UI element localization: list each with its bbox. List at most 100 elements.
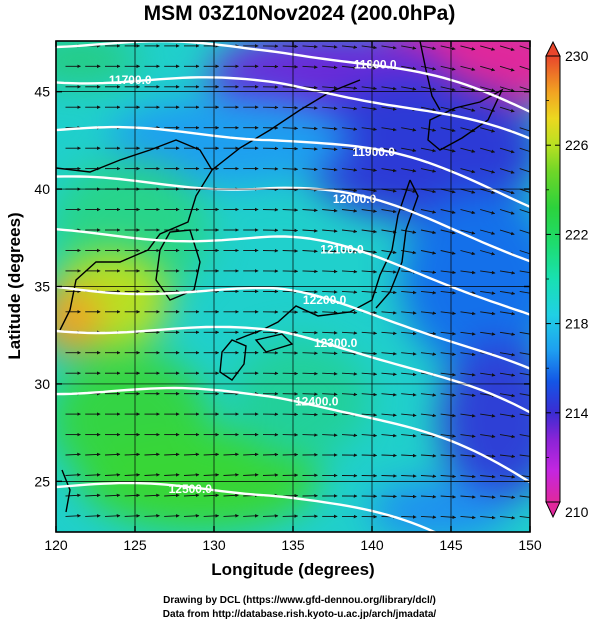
wind-arrow xyxy=(499,413,516,418)
wind-arrow xyxy=(322,290,338,294)
wind-arrow xyxy=(85,452,101,457)
wind-arrow xyxy=(104,493,121,498)
y-tick-label: 35 xyxy=(34,279,50,295)
wind-arrow xyxy=(361,127,377,132)
wind-arrow xyxy=(401,147,417,153)
wind-arrow xyxy=(341,229,358,234)
wind-arrow xyxy=(223,493,239,498)
wind-arrow xyxy=(164,493,180,498)
korea-coastline xyxy=(155,229,201,301)
wind-arrow xyxy=(381,290,397,295)
wind-arrow xyxy=(460,515,476,520)
contour-label: 11900.0 xyxy=(352,145,395,159)
wind-arrow xyxy=(401,65,417,71)
wind-arrow xyxy=(322,229,338,233)
wind-arrow xyxy=(322,351,338,356)
colorbar-tick-label: 218 xyxy=(565,316,589,332)
wind-arrow xyxy=(203,452,220,457)
wind-arrow xyxy=(341,331,358,335)
wind-arrow xyxy=(401,290,417,295)
wind-arrow xyxy=(460,229,476,235)
wind-arrow xyxy=(302,249,318,254)
y-tick-label: 45 xyxy=(34,84,50,100)
wind-arrow xyxy=(401,311,417,315)
wind-arrow xyxy=(499,65,515,72)
wind-arrow xyxy=(401,474,417,478)
wind-arrow xyxy=(499,475,516,479)
wind-arrow xyxy=(480,311,496,316)
wind-arrow xyxy=(322,126,338,131)
wind-arrow xyxy=(440,311,456,316)
wind-arrow xyxy=(164,452,180,457)
wind-arrow xyxy=(420,106,437,112)
wind-arrow xyxy=(282,105,299,110)
wind-arrow xyxy=(381,188,397,193)
wind-arrow xyxy=(460,454,476,458)
wind-arrow xyxy=(480,290,496,295)
wind-arrow xyxy=(401,453,417,458)
wind-arrow xyxy=(420,229,437,235)
wind-arrow xyxy=(341,147,358,152)
wind-arrow xyxy=(322,249,338,254)
colorbar-ticks: 230 226 222 218 214 210 xyxy=(546,48,589,520)
wind-arrow xyxy=(401,372,417,377)
wind-arrow xyxy=(499,106,515,113)
wind-arrow xyxy=(322,371,338,376)
wind-arrow xyxy=(223,514,239,518)
wind-arrow xyxy=(302,44,318,49)
wind-arrow xyxy=(361,65,377,70)
wind-arrow xyxy=(322,65,338,70)
wind-arrow xyxy=(381,392,397,397)
wind-arrow xyxy=(420,45,437,51)
wind-arrow xyxy=(302,208,318,213)
map-title: MSM 03Z10Nov2024 (200.0hPa) xyxy=(143,2,456,25)
wind-arrow xyxy=(440,229,456,235)
wind-arrow xyxy=(420,65,437,71)
y-tick-label: 30 xyxy=(34,376,50,392)
wind-arrow xyxy=(440,45,456,51)
wind-arrow xyxy=(341,45,358,49)
wind-arrow xyxy=(519,127,530,132)
wind-arrow xyxy=(243,452,259,457)
wind-arrow xyxy=(480,495,496,499)
wind-arrow xyxy=(519,45,530,50)
wind-arrow xyxy=(381,433,397,438)
wind-arrow xyxy=(341,86,358,90)
wind-arrow xyxy=(519,229,530,234)
wind-arrow xyxy=(381,147,397,152)
wind-arrow xyxy=(480,168,496,174)
japan-shikoku-coastline xyxy=(254,333,294,353)
wind-arrow xyxy=(519,413,530,417)
wind-arrow xyxy=(460,393,476,398)
x-tick-label: 140 xyxy=(360,537,384,553)
wind-arrow xyxy=(440,188,456,194)
wind-arrow xyxy=(361,413,378,417)
wind-arrow xyxy=(144,514,160,518)
wind-arrow xyxy=(381,127,397,132)
x-tick-label: 150 xyxy=(518,537,542,553)
wind-arrow xyxy=(104,514,121,518)
colorbar-tick-label: 214 xyxy=(565,405,589,421)
wind-arrow xyxy=(440,209,456,214)
wind-arrow xyxy=(322,147,338,152)
wind-arrow xyxy=(460,188,476,194)
wind-arrow xyxy=(85,473,101,477)
contour-label: 12300.0 xyxy=(314,336,358,350)
wind-arrow xyxy=(420,250,437,255)
wind-arrow xyxy=(480,209,496,215)
wind-arrow xyxy=(460,65,476,71)
y-axis: 25 30 35 40 45 xyxy=(34,84,530,489)
wind-arrow xyxy=(440,372,456,377)
y-axis-label: Latitude (degrees) xyxy=(5,212,24,359)
colorbar-tick-label: 222 xyxy=(565,226,589,242)
wind-arrow xyxy=(341,209,358,213)
wind-arrow xyxy=(262,514,279,518)
wind-arrow xyxy=(65,514,81,518)
y-tick-label: 40 xyxy=(34,181,50,197)
wind-arrow xyxy=(361,168,377,172)
wind-arrow xyxy=(302,371,318,376)
wind-arrow xyxy=(480,474,496,479)
wind-arrow xyxy=(302,392,318,396)
wind-arrow xyxy=(460,147,476,153)
